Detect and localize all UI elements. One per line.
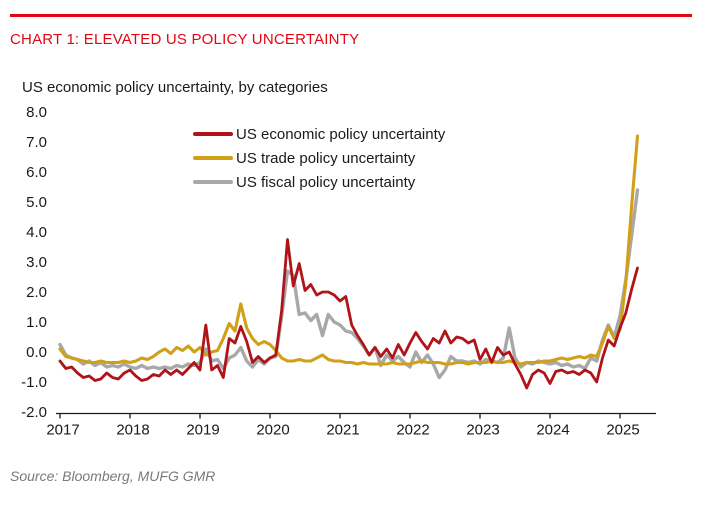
y-axis-tick-label: 1.0 bbox=[26, 314, 47, 331]
page-title: CHART 1: ELEVATED US POLICY UNCERTAINTY bbox=[10, 31, 360, 48]
chart-legend: US economic policy uncertainty US trade … bbox=[193, 122, 445, 194]
legend-item-fiscal: US fiscal policy uncertainty bbox=[193, 170, 445, 194]
x-axis-tick-label: 2017 bbox=[46, 422, 79, 439]
series-line-us-fiscal-policy-uncertainty bbox=[58, 188, 640, 380]
x-axis-tick-label: 2021 bbox=[326, 422, 359, 439]
x-axis-tick-label: 2022 bbox=[396, 422, 429, 439]
y-axis-tick-label: 2.0 bbox=[26, 284, 47, 301]
x-axis-tick-label: 2023 bbox=[466, 422, 499, 439]
legend-label-trade: US trade policy uncertainty bbox=[236, 149, 416, 167]
y-axis-tick-label: 6.0 bbox=[26, 164, 47, 181]
y-axis-tick-label: 8.0 bbox=[26, 104, 47, 121]
source-note: Source: Bloomberg, MUFG GMR bbox=[10, 468, 216, 484]
chart-subtitle: US economic policy uncertainty, by categ… bbox=[22, 79, 328, 96]
y-axis-tick-label: 0.0 bbox=[26, 344, 47, 361]
header-rule bbox=[10, 14, 692, 17]
series-line-us-economic-policy-uncertainty bbox=[58, 238, 639, 390]
x-axis-tick-label: 2020 bbox=[256, 422, 289, 439]
series-line-us-trade-policy-uncertainty bbox=[58, 134, 640, 366]
legend-label-economic: US economic policy uncertainty bbox=[236, 125, 446, 143]
x-axis-tick-label: 2018 bbox=[116, 422, 149, 439]
y-axis-tick-label: 7.0 bbox=[26, 134, 47, 151]
legend-swatch-fiscal-line bbox=[193, 180, 233, 184]
legend-item-trade: US trade policy uncertainty bbox=[193, 146, 445, 170]
legend-label-fiscal: US fiscal policy uncertainty bbox=[236, 173, 416, 191]
y-axis-tick-label: 5.0 bbox=[26, 194, 47, 211]
y-axis-tick-label: -1.0 bbox=[21, 374, 47, 391]
legend-item-economic: US economic policy uncertainty bbox=[193, 122, 445, 146]
x-axis-tick-label: 2025 bbox=[606, 422, 639, 439]
legend-swatch-trade-line bbox=[193, 156, 233, 160]
y-axis-tick-label: 3.0 bbox=[26, 254, 47, 271]
legend-swatch-economic-line bbox=[193, 132, 233, 136]
x-axis-tick-label: 2019 bbox=[186, 422, 219, 439]
y-axis-tick-label: -2.0 bbox=[21, 404, 47, 421]
y-axis-tick-label: 4.0 bbox=[26, 224, 47, 241]
x-axis-tick-label: 2024 bbox=[536, 422, 569, 439]
